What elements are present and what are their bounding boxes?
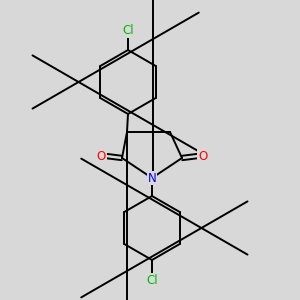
Text: Cl: Cl [122,25,134,38]
Text: O: O [96,149,106,163]
Text: O: O [198,149,208,163]
Text: Cl: Cl [146,274,158,286]
Text: N: N [148,172,156,184]
